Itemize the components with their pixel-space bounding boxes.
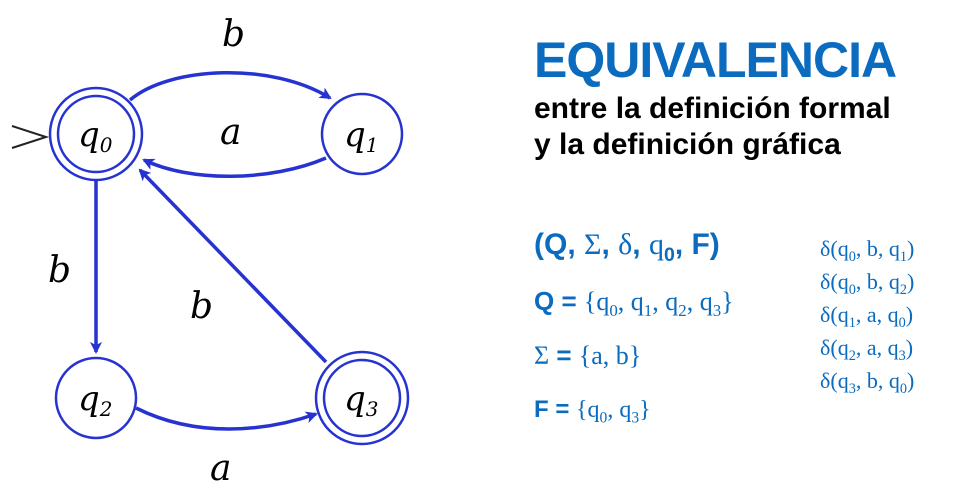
- state-q0: q0: [48, 86, 144, 182]
- states-set-items: q0, q1, q2, q3: [596, 287, 722, 320]
- edge-label-q0-q2: b: [48, 250, 71, 291]
- subtitle-line-2: y la definición gráfica: [534, 128, 841, 161]
- edge-label-q2-q3: a: [210, 448, 231, 489]
- edge-q3-q0: [138, 168, 328, 364]
- edge-label-q1-q0: a: [220, 112, 241, 153]
- state-q3-label: q3: [344, 379, 379, 421]
- start-arrow-icon: [11, 125, 50, 149]
- state-q1-label: q1: [344, 115, 379, 157]
- transition-item: δ(q2, a, q3): [820, 335, 914, 364]
- subtitle-line-1: entre la definición formal: [534, 92, 891, 125]
- state-q2-label: q2: [78, 379, 113, 421]
- state-q0-label: q0: [78, 115, 113, 157]
- transition-item: δ(q3, b, q0): [820, 368, 915, 397]
- transition-item: δ(q1, a, q0): [820, 302, 914, 331]
- state-q3: q3: [314, 350, 410, 446]
- edge-q2-q3: [135, 406, 318, 431]
- edge-q0-q1: [128, 70, 332, 102]
- state-q2: q2: [54, 356, 138, 440]
- automaton-tuple: (Q, Σ, δ, q0, F): [534, 228, 720, 266]
- edge-label-q0-q1: b: [222, 14, 245, 55]
- edge-label-q3-q0: b: [190, 286, 213, 327]
- alphabet-definition: Σ = {a, b}: [534, 340, 642, 370]
- final-states-items: q0, q3: [587, 397, 640, 427]
- states-set-definition: Q = {q0, q1, q2, q3}: [534, 286, 734, 320]
- page-title: EQUIVALENCIA: [534, 32, 897, 88]
- edge-q1-q0: [142, 156, 327, 178]
- transition-function-list: δ(q0, b, q1) δ(q0, b, q2) δ(q1, a, q0) δ(q2…: [820, 232, 914, 397]
- final-states-definition: F = {q0, q3}: [534, 396, 651, 427]
- automaton-diagram: b a b b a q0 q1 q2 q3: [11, 14, 410, 489]
- transition-item: δ(q0, b, q1): [820, 236, 915, 265]
- transition-item: δ(q0, b, q2): [820, 269, 915, 298]
- state-q1: q1: [320, 92, 404, 176]
